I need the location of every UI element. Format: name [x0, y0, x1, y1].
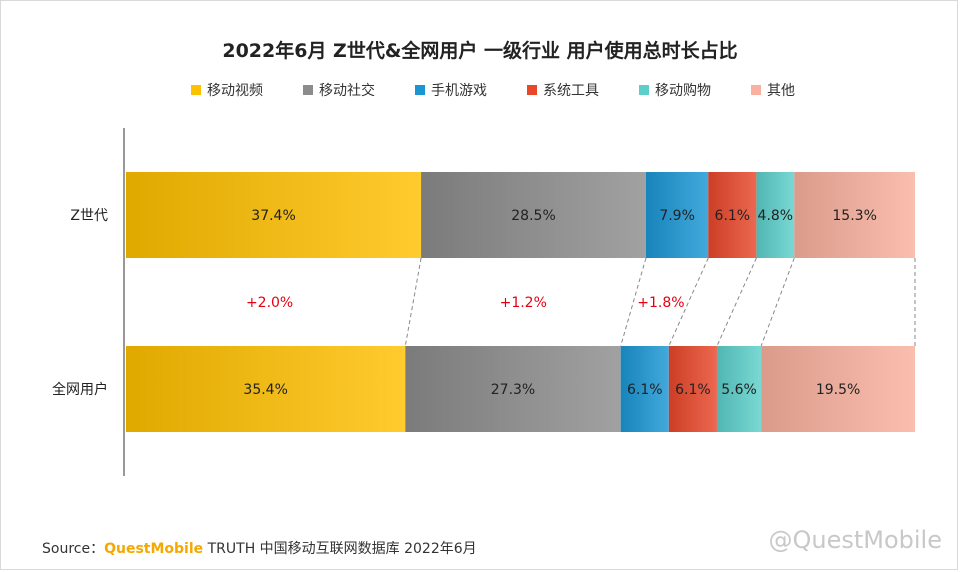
bar-segment	[126, 346, 406, 432]
bar-segment	[794, 172, 915, 258]
bar-segment	[620, 346, 669, 432]
chart-title: 2022年6月 Z世代&全网用户 一级行业 用户使用总时长占比	[222, 40, 738, 62]
source-note: Source：QuestMobile TRUTH 中国移动互联网数据库 2022…	[42, 538, 477, 558]
connector-line	[620, 257, 647, 347]
bar-value-label: 27.3%	[491, 382, 535, 398]
connector-line	[716, 257, 757, 347]
bar-value-label: 19.5%	[816, 382, 860, 398]
legend-swatch	[415, 85, 425, 95]
bar-segment	[756, 172, 795, 258]
bar-value-label: 35.4%	[243, 382, 287, 398]
bar-segment	[405, 346, 621, 432]
difference-label: +1.8%	[637, 295, 684, 311]
bar-segment	[421, 172, 646, 258]
bar-value-label: 6.1%	[715, 208, 751, 224]
bar-value-label: 7.9%	[659, 208, 695, 224]
legend-label: 其他	[767, 83, 795, 99]
legend-swatch	[303, 85, 313, 95]
legend-item: 手机游戏	[415, 83, 487, 99]
category-label: Z世代	[70, 208, 108, 224]
legend-label: 系统工具	[543, 83, 599, 99]
connector-line	[668, 257, 709, 347]
bar-segment	[708, 172, 757, 258]
legend-item: 移动社交	[303, 82, 375, 99]
legend-item: 系统工具	[527, 83, 599, 99]
bar-value-label: 15.3%	[832, 208, 876, 224]
watermark: @QuestMobile	[768, 526, 942, 554]
bar-segment	[645, 172, 709, 258]
difference-labels: +2.0% +1.2% +1.8%	[246, 295, 685, 311]
bar-segment	[126, 172, 422, 258]
bar-value-label: 6.1%	[675, 382, 711, 398]
source-rest: TRUTH 中国移动互联网数据库 2022年6月	[207, 541, 477, 557]
category-label: 全网用户	[52, 381, 108, 398]
legend-label: 移动社交	[319, 82, 375, 99]
legend: 移动视频 移动社交 手机游戏 系统工具 移动购物 其他	[191, 82, 795, 99]
connector-line	[404, 257, 422, 347]
legend-label: 手机游戏	[431, 83, 487, 99]
difference-label: +2.0%	[246, 295, 293, 311]
bar-value-label: 37.4%	[251, 208, 295, 224]
bar-value-label: 28.5%	[511, 208, 555, 224]
source-brand: QuestMobile	[104, 541, 204, 557]
legend-label: 移动购物	[655, 83, 711, 99]
bar-segment	[716, 346, 762, 432]
bar-value-label: 6.1%	[627, 382, 663, 398]
bar-value-label: 4.8%	[758, 208, 794, 224]
connector-line	[760, 257, 795, 347]
source-prefix: Source：	[42, 541, 105, 557]
legend-swatch	[751, 85, 761, 95]
legend-item: 其他	[751, 83, 795, 99]
legend-swatch	[191, 85, 201, 95]
difference-label: +1.2%	[500, 295, 547, 311]
legend-item: 移动购物	[639, 83, 711, 99]
bar-segment	[761, 346, 915, 432]
bar-value-label: 5.6%	[721, 382, 757, 398]
connector-lines	[404, 257, 916, 347]
legend-label: 移动视频	[207, 83, 263, 99]
legend-swatch	[639, 85, 649, 95]
legend-swatch	[527, 85, 537, 95]
bar-segment	[668, 346, 717, 432]
bars: 37.4% 28.5% 7.9% 6.1% 4.8% 15.3% 35.4% 27.3% 6.1…	[126, 172, 915, 432]
legend-item: 移动视频	[191, 83, 263, 99]
